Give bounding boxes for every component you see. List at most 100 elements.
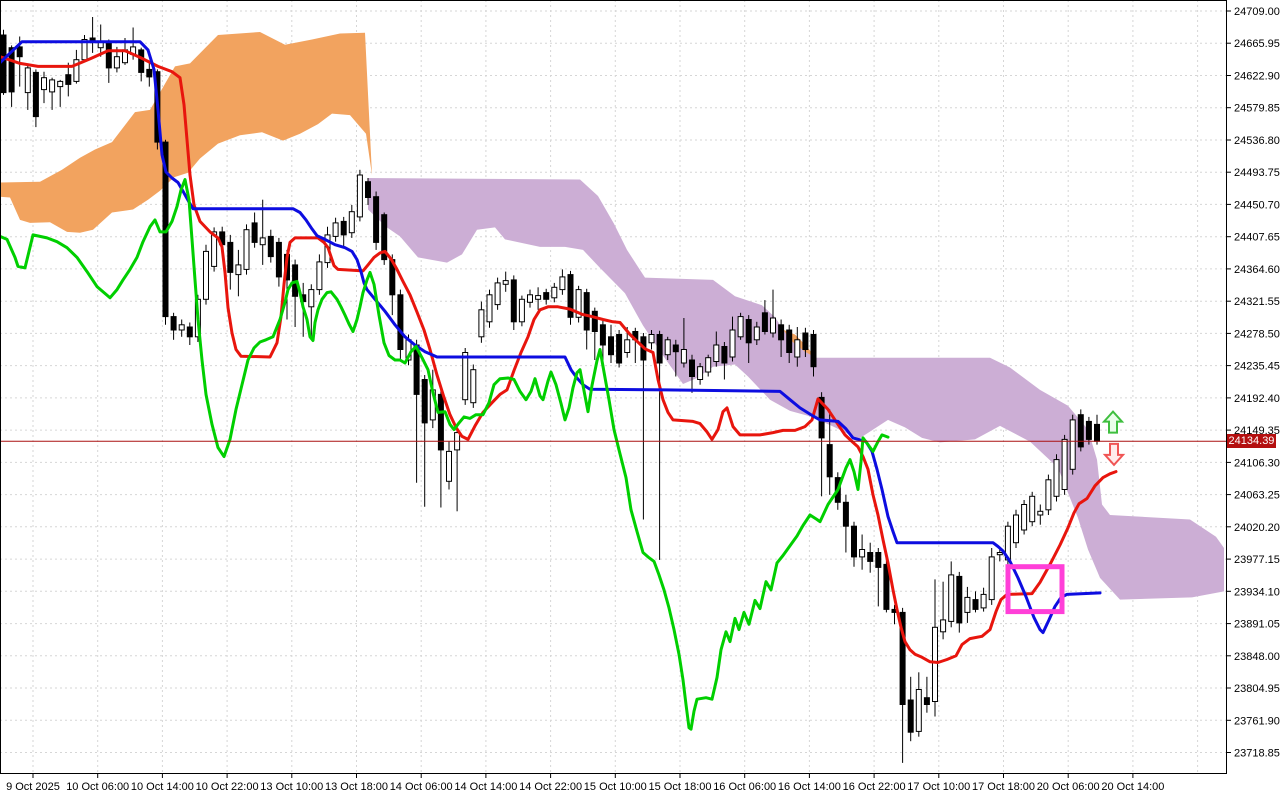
candle-bearish (340, 216, 347, 247)
candle-body (49, 79, 56, 93)
candle-body (267, 235, 274, 258)
candle-body (753, 326, 760, 341)
candle-bearish (883, 559, 890, 613)
candle-body (1021, 504, 1028, 531)
candle-bullish (729, 316, 736, 362)
arrow-down-icon[interactable] (1102, 442, 1126, 467)
candle-bearish (802, 327, 809, 357)
time-axis[interactable]: 9 Oct 2025 10 Oct 06:00 10 Oct 14:00 10 Oct… (6, 773, 1164, 793)
price-tick-label: 24364.60 (1234, 264, 1280, 276)
candle-bearish (437, 389, 444, 508)
candle-bullish (932, 579, 938, 717)
candle-body (583, 292, 590, 331)
candle-bullish (1069, 414, 1076, 475)
price-tick-label: 23804.95 (1234, 683, 1280, 695)
price-tick-label: 23977.15 (1234, 554, 1280, 566)
candle-bullish (1053, 454, 1060, 502)
candle-bullish (1029, 491, 1036, 527)
candle-body (624, 339, 631, 353)
price-tick-label: 24020.20 (1234, 522, 1280, 534)
candle-body (559, 276, 566, 291)
candle-body (316, 261, 323, 291)
candle-body (510, 279, 517, 323)
time-tick-label: 13 Oct 10:00 (260, 781, 323, 793)
candle-bearish (1085, 416, 1092, 445)
time-tick-label: 16 Oct 14:00 (778, 781, 841, 793)
candle-body (786, 329, 793, 353)
candle-body (1013, 514, 1019, 544)
candle-body (527, 294, 533, 303)
candle-bullish (49, 77, 56, 110)
candle-body (988, 556, 995, 601)
candle-body (697, 366, 704, 381)
candle-bearish (867, 542, 874, 573)
candle-bullish (988, 548, 995, 605)
candle-body (980, 593, 987, 609)
price-tick-label: 24450.70 (1234, 199, 1280, 211)
candle-bullish (454, 427, 461, 512)
candle-body (1037, 510, 1044, 516)
tenkan-sen-line (0, 49, 1118, 664)
candle-body (340, 220, 347, 236)
candle-bullish (486, 289, 493, 328)
candle-bullish (535, 287, 542, 310)
candle-bullish (259, 199, 266, 265)
candle-body (16, 46, 23, 58)
candle-body (810, 334, 817, 368)
candle-body (859, 549, 866, 558)
candle-bullish (81, 35, 88, 62)
price-tick-label: 24149.35 (1234, 425, 1280, 437)
candle-body (397, 294, 404, 350)
candle-body (138, 49, 145, 73)
candle-body (826, 444, 833, 478)
plot-frame (0, 0, 1227, 774)
candle-bullish (243, 224, 250, 275)
candle-body (599, 324, 606, 346)
candle-bearish (972, 591, 979, 613)
candle-bullish (446, 441, 452, 490)
candle-bullish (24, 64, 31, 110)
candle-body (907, 699, 914, 733)
candle-bullish (316, 254, 323, 295)
candle-bullish (713, 331, 720, 367)
candle-body (65, 74, 72, 85)
candle-bearish (851, 521, 857, 567)
candle-body (32, 71, 39, 118)
candle-bearish (672, 339, 679, 377)
candle-bearish (689, 354, 695, 393)
candle-body (24, 67, 31, 94)
selection-rectangle[interactable] (1005, 564, 1065, 615)
candle-bearish (267, 229, 274, 263)
candle-bearish (373, 191, 380, 250)
candle-body (680, 349, 687, 364)
candle-body (470, 369, 477, 404)
candle-body (259, 237, 266, 246)
candle-body (8, 47, 15, 93)
candle-bullish (1013, 509, 1019, 548)
current-price-badge: 24134.39 (1227, 434, 1276, 449)
price-axis[interactable]: 24709.00 24665.95 24622.90 24579.85 24536.80… (1226, 6, 1280, 760)
candle-body (567, 274, 574, 318)
candle-bullish (235, 249, 242, 297)
candle-bullish (770, 289, 776, 338)
candle-bearish (923, 676, 930, 713)
candle-bullish (737, 312, 744, 340)
candle-body (243, 229, 250, 270)
candle-body (478, 309, 485, 338)
candle-bullish (1021, 500, 1028, 535)
candle-bearish (381, 212, 388, 265)
candle-bullish (664, 336, 671, 360)
arrow-up-icon[interactable] (1101, 410, 1125, 434)
candle-bearish (656, 330, 663, 560)
candle-bullish (575, 285, 582, 323)
candle-body (608, 336, 614, 356)
candle-bullish (1061, 434, 1068, 495)
candle-body (178, 324, 185, 331)
time-tick-label: 16 Oct 06:00 (713, 781, 776, 793)
candle-body (761, 312, 768, 332)
candle-bearish (146, 61, 153, 87)
candle-body (1085, 420, 1092, 440)
candle-body (737, 316, 744, 338)
